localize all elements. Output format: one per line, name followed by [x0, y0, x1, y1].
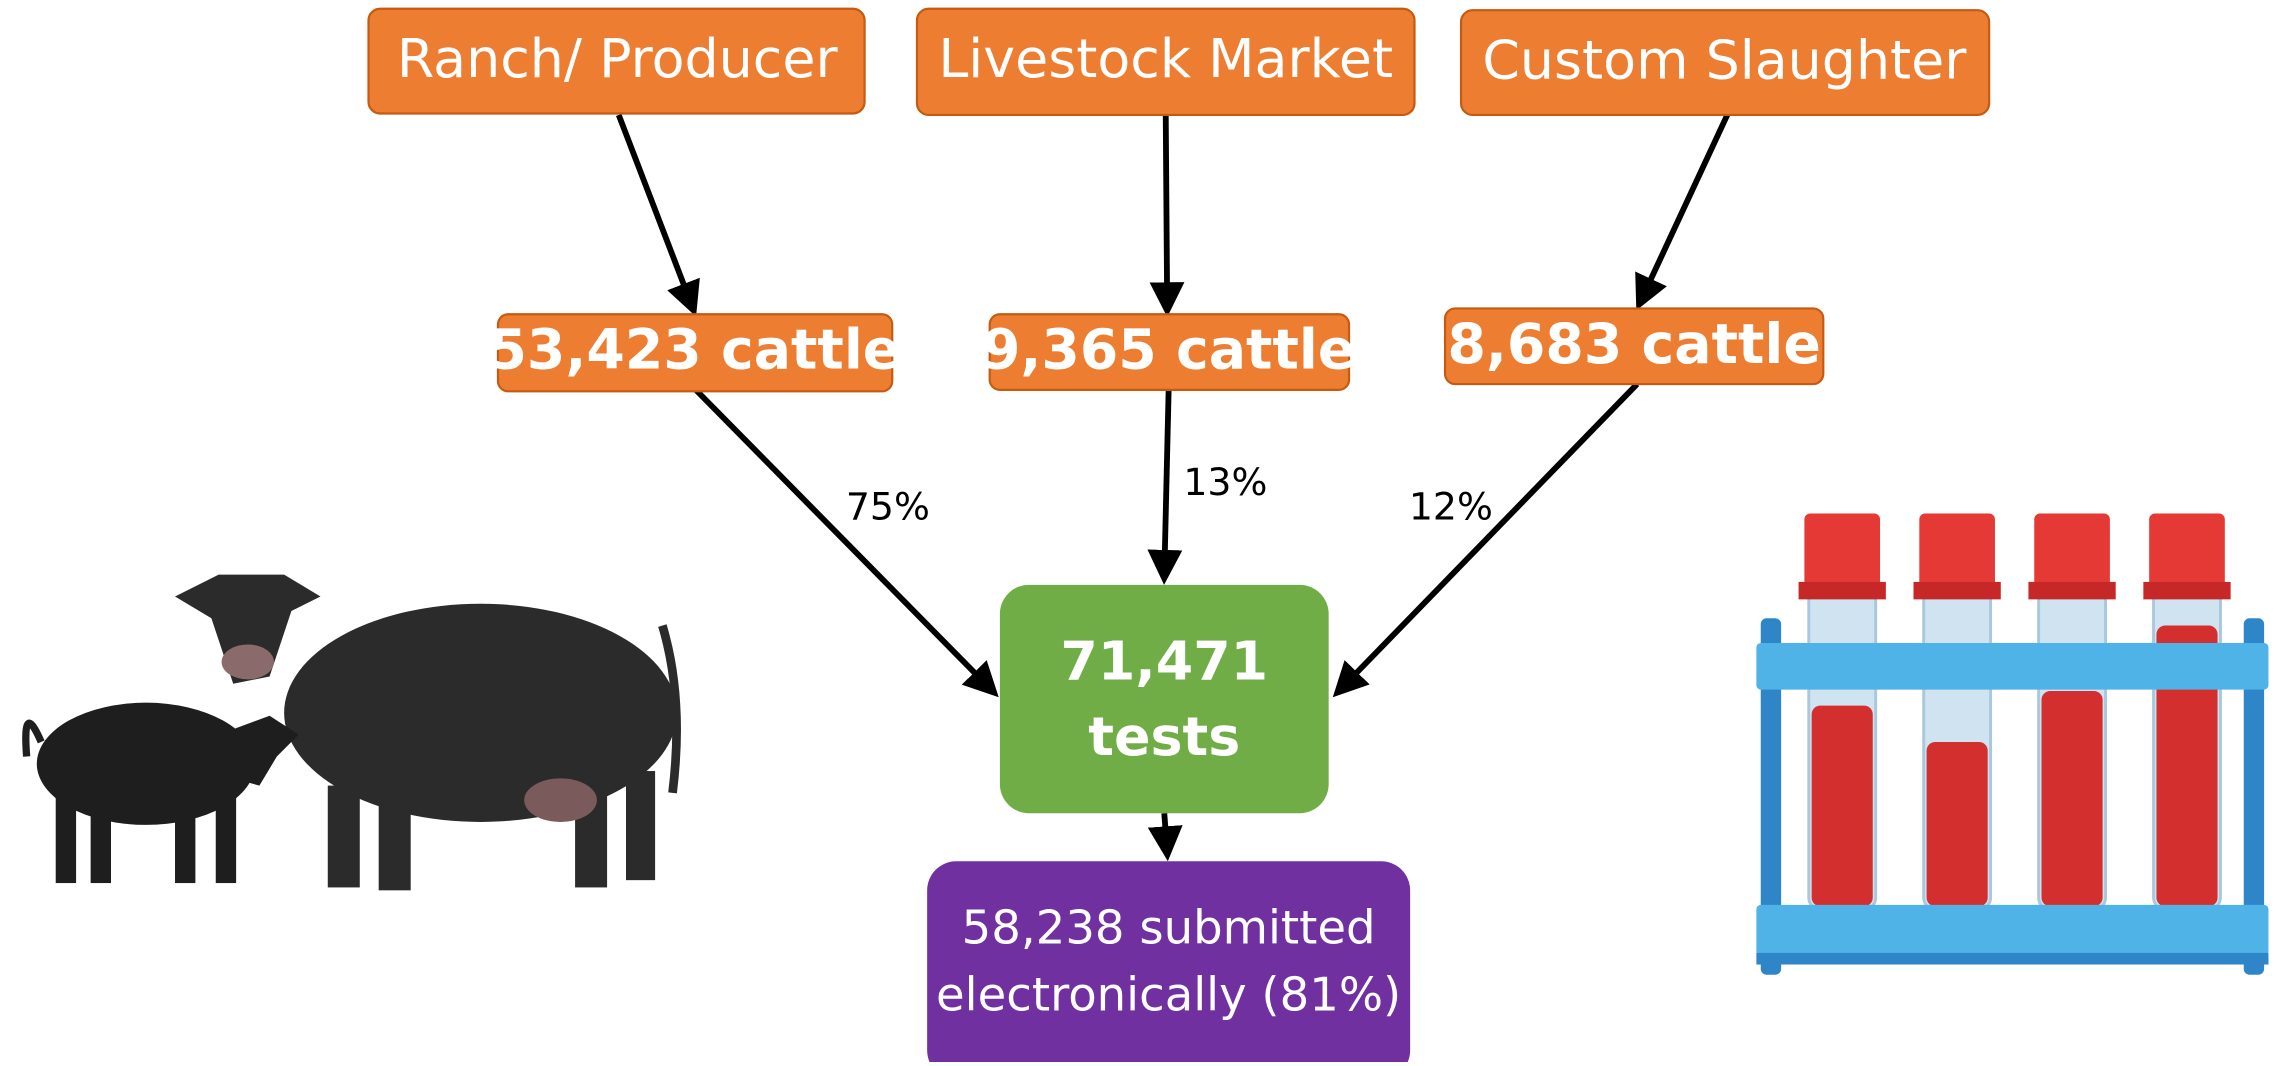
- arrow: [1164, 390, 1168, 576]
- electronic-box: [927, 861, 1410, 1062]
- count-label: 8,683 cattle: [1447, 313, 1820, 377]
- share-label: 13%: [1183, 460, 1267, 504]
- total-box: [1000, 585, 1329, 813]
- cattle-illustration: [26, 575, 677, 891]
- count-label: 9,365 cattle: [982, 319, 1355, 383]
- share-label: 12%: [1409, 485, 1493, 529]
- source-label: Custom Slaughter: [1482, 29, 1967, 92]
- source-label: Ranch/ Producer: [397, 27, 839, 90]
- arrow: [1640, 115, 1727, 303]
- arrow: [696, 390, 993, 691]
- diagram: Ranch/ Producer Livestock Market Custom …: [0, 0, 2282, 1062]
- electronic-line: electronically (81%): [936, 967, 1401, 1021]
- total-line: 71,471: [1060, 629, 1268, 692]
- arrow: [1164, 813, 1167, 852]
- electronic-line: 58,238 submitted: [962, 901, 1376, 955]
- arrow: [1166, 115, 1167, 308]
- count-label: 53,423 cattle: [488, 319, 900, 383]
- arrow: [1339, 384, 1637, 691]
- test-tube-illustration: [1756, 514, 2268, 975]
- share-label: 75%: [846, 485, 930, 529]
- source-label: Livestock Market: [938, 27, 1393, 90]
- page: {"sources": [{"label": "Ranch/ Producer"…: [0, 0, 2282, 1062]
- total-line: tests: [1088, 705, 1240, 768]
- arrow: [619, 115, 693, 308]
